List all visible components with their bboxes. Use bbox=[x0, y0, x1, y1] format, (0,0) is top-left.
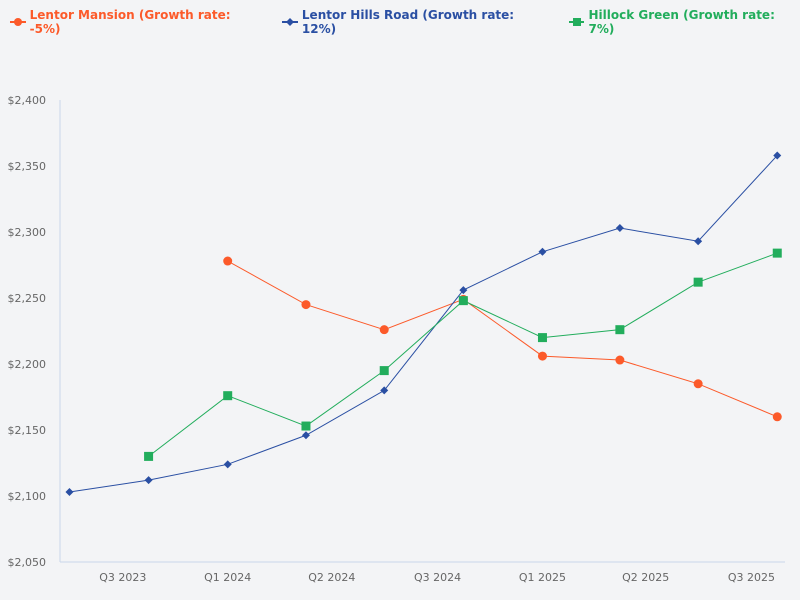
data-point bbox=[615, 325, 625, 335]
data-point bbox=[537, 333, 547, 343]
legend-label: Hillock Green (Growth rate: 7%) bbox=[588, 8, 775, 36]
x-tick-label: Q2 2025 bbox=[622, 571, 669, 584]
data-point bbox=[773, 151, 782, 160]
series-1 bbox=[65, 151, 782, 497]
legend-circle-icon bbox=[10, 18, 26, 26]
legend-square-icon bbox=[568, 18, 585, 26]
series-0 bbox=[223, 256, 782, 422]
series-line bbox=[227, 260, 778, 418]
legend-label: Lentor Hills Road (Growth rate: 12%) bbox=[301, 8, 515, 36]
legend: Lentor Mansion (Growth rate: -5%) Lentor … bbox=[10, 8, 800, 36]
x-tick-label: Q1 2024 bbox=[204, 571, 251, 584]
legend-label: Lentor Mansion (Growth rate: -5%) bbox=[29, 8, 231, 36]
data-point bbox=[615, 224, 624, 233]
x-tick-label: Q2 2024 bbox=[308, 571, 355, 584]
legend-item[interactable]: Lentor Mansion (Growth rate: -5%) bbox=[10, 8, 260, 36]
legend-item[interactable]: Lentor Hills Road (Growth rate: 12%) bbox=[282, 8, 547, 36]
data-point bbox=[144, 476, 153, 485]
series-line bbox=[69, 155, 778, 493]
x-tick-label: Q3 2023 bbox=[99, 571, 146, 584]
data-point bbox=[693, 277, 703, 287]
x-tick-label: Q1 2025 bbox=[519, 571, 566, 584]
data-point bbox=[301, 300, 311, 310]
data-point bbox=[144, 451, 154, 461]
legend-diamond-icon bbox=[282, 18, 298, 26]
data-point bbox=[301, 421, 311, 431]
data-point bbox=[301, 431, 310, 440]
data-point bbox=[459, 286, 468, 295]
data-point bbox=[223, 391, 233, 401]
x-tick-label: Q3 2025 bbox=[728, 571, 775, 584]
data-point bbox=[379, 325, 389, 335]
data-point bbox=[380, 386, 389, 395]
y-tick-label: $2,350 bbox=[8, 160, 47, 173]
data-point bbox=[223, 256, 233, 266]
y-tick-label: $2,200 bbox=[8, 358, 47, 371]
data-point bbox=[538, 247, 547, 256]
y-tick-label: $2,300 bbox=[8, 226, 47, 239]
data-point bbox=[537, 351, 547, 361]
data-point bbox=[379, 366, 389, 376]
data-point bbox=[65, 488, 74, 497]
y-tick-label: $2,100 bbox=[8, 490, 47, 503]
data-point bbox=[223, 460, 232, 469]
data-point bbox=[772, 412, 782, 422]
legend-item[interactable]: Hillock Green (Growth rate: 7%) bbox=[568, 8, 800, 36]
data-point bbox=[772, 248, 782, 258]
y-tick-label: $2,400 bbox=[8, 94, 47, 107]
data-point bbox=[693, 379, 703, 389]
data-point bbox=[694, 237, 703, 246]
x-tick-label: Q3 2024 bbox=[414, 571, 461, 584]
data-point bbox=[615, 355, 625, 365]
y-tick-label: $2,250 bbox=[8, 292, 47, 305]
y-tick-label: $2,150 bbox=[8, 424, 47, 437]
data-point bbox=[458, 296, 468, 306]
series-2 bbox=[144, 248, 782, 461]
y-tick-label: $2,050 bbox=[8, 556, 47, 569]
series-line bbox=[148, 252, 778, 457]
